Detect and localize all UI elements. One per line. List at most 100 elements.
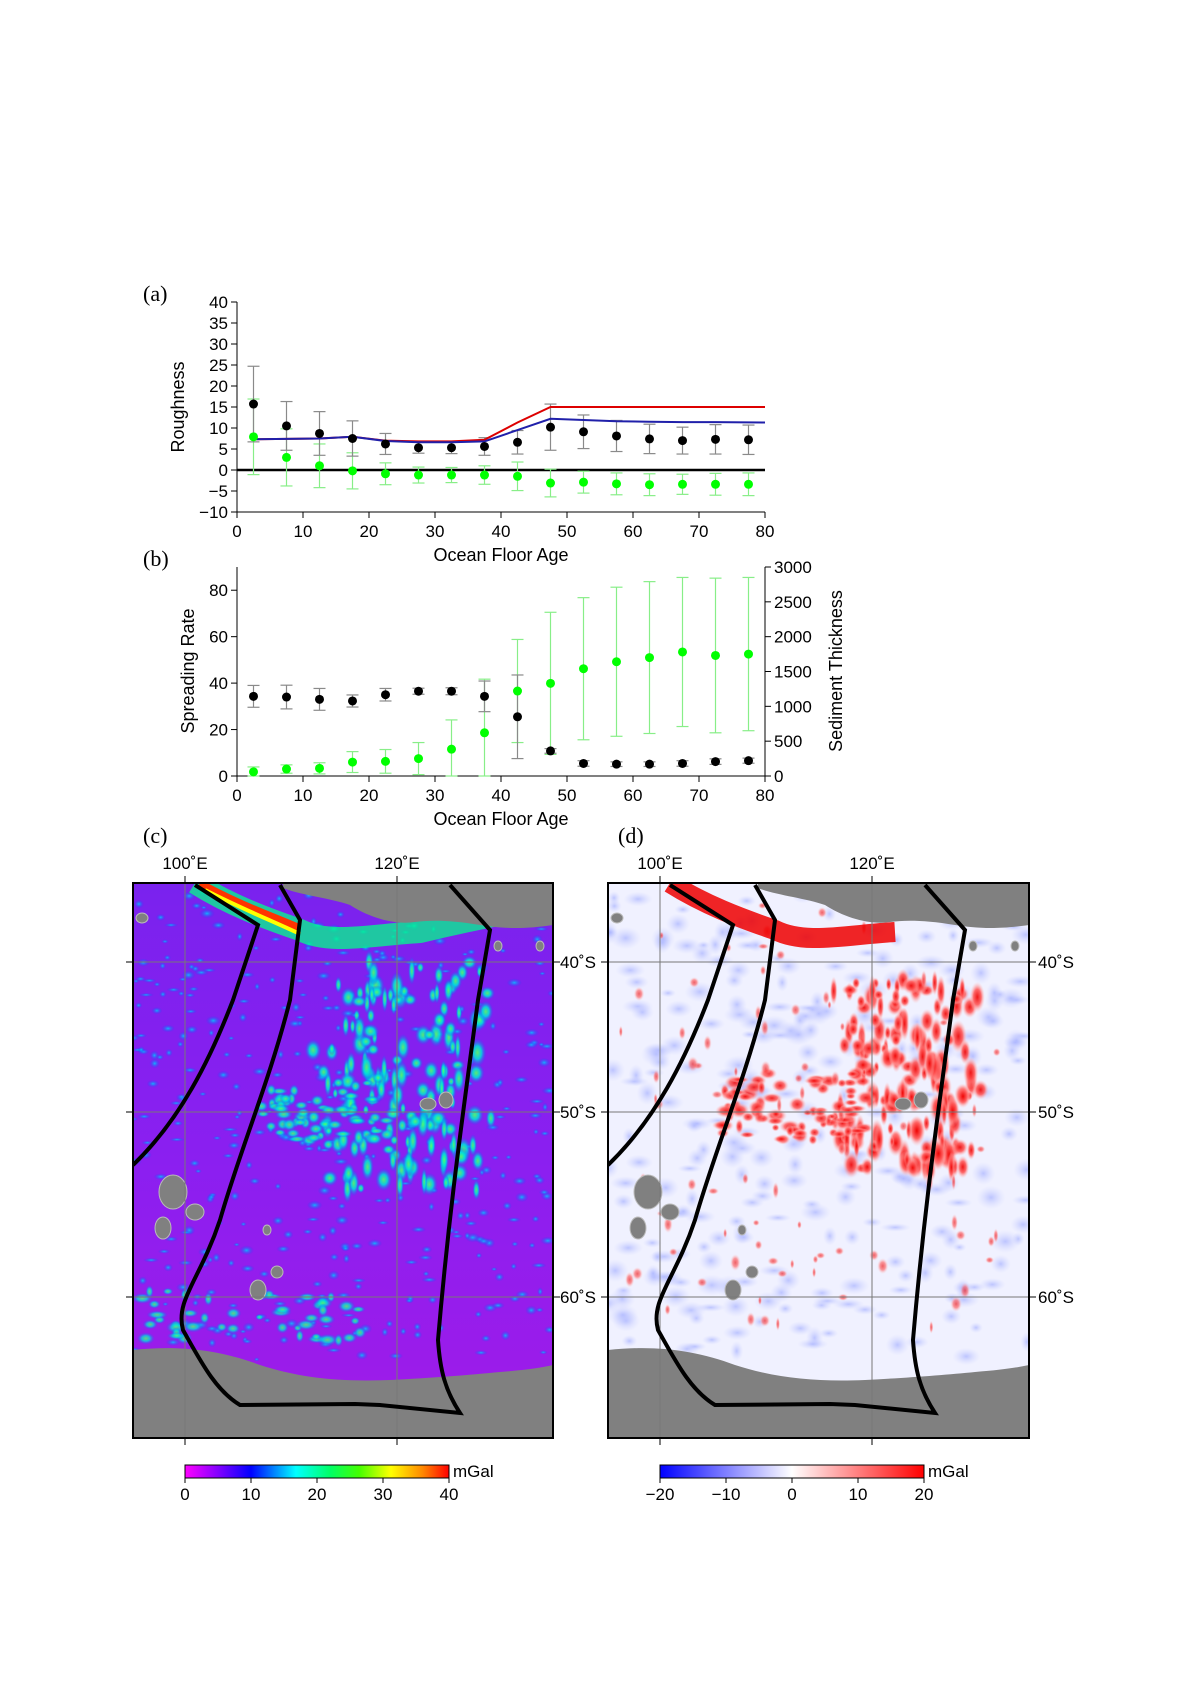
map-d-positive-anomaly: [835, 1247, 844, 1255]
map-d-positive-anomaly: [761, 1019, 769, 1036]
map-d-positive-anomaly: [844, 1086, 858, 1095]
spreading-y-tick-label: 80: [209, 581, 228, 600]
map-c-anomaly: [428, 1202, 435, 1211]
map-c-anomaly: [322, 995, 330, 1002]
map-d-positive-anomaly: [951, 1214, 958, 1231]
map-d-negative-anomaly: [623, 892, 652, 907]
map-d-positive-anomaly: [799, 1085, 805, 1100]
map-c-anomaly-strong: [317, 1064, 330, 1081]
map-c-anomaly-strong: [351, 1306, 365, 1313]
map-d-positive-anomaly: [767, 1257, 778, 1265]
map-d-positive-anomaly: [831, 1071, 840, 1087]
map-c-anomaly: [272, 1216, 284, 1225]
roughness-point-green: [348, 466, 357, 475]
map-c-anomaly: [507, 978, 522, 987]
map-d-positive-anomaly: [679, 1026, 686, 1040]
roughness-model-line-blue: [254, 419, 766, 443]
map-c-anomaly: [335, 1216, 349, 1225]
map-c-anomaly: [227, 1259, 235, 1267]
map-c-anomaly: [336, 950, 351, 955]
roughness-x-tick-label: 10: [294, 522, 313, 541]
map-c-anomaly: [374, 1198, 385, 1203]
map-d-negative-anomaly: [945, 1198, 973, 1208]
map-d-negative-anomaly: [600, 921, 618, 944]
map-c-anomaly: [377, 1221, 389, 1225]
map-d-negative-anomaly: [780, 1172, 807, 1189]
map-d-positive-anomaly: [946, 1095, 960, 1127]
colorbar-tick-label: 0: [787, 1485, 796, 1504]
spreading-point-black: [711, 757, 720, 766]
map-d-negative-anomaly: [930, 1224, 954, 1240]
roughness-y-tick-label: −5: [209, 482, 228, 501]
map-d-positive-anomaly: [619, 1026, 623, 1038]
map-c-anomaly: [245, 1161, 252, 1169]
map-d-positive-anomaly: [902, 977, 920, 994]
map-c-anomaly-strong: [335, 976, 342, 993]
map-c-anomaly-strong: [294, 1101, 308, 1110]
map-c-anomaly: [189, 1160, 200, 1167]
spreading-x-tick-label: 0: [232, 786, 241, 805]
map-c-colorbar-ticks: 0 10 20 30 40: [180, 1478, 458, 1504]
map-c-anomaly: [192, 1299, 199, 1307]
map-d-positive-anomaly: [988, 1236, 995, 1247]
roughness-x-tick-label: 40: [492, 522, 511, 541]
sediment-point-green: [612, 657, 621, 666]
roughness-point-black: [447, 443, 456, 452]
map-c-anomaly: [222, 1127, 238, 1131]
map-d-positive-anomaly: [921, 970, 927, 988]
map-c-anomaly: [184, 1009, 197, 1014]
roughness-x-tick-label: 60: [624, 522, 643, 541]
map-d-positive-anomaly: [687, 1178, 696, 1191]
map-d-positive-anomaly: [777, 1270, 787, 1278]
map-c-anomaly-strong: [375, 1168, 392, 1191]
map-c-anomaly: [343, 1254, 350, 1263]
sediment-point-green: [447, 745, 456, 754]
map-c-anomaly: [502, 1049, 510, 1054]
map-c-anomaly: [163, 1264, 173, 1272]
map-c-anomaly: [341, 1246, 350, 1252]
map-c-anomaly: [212, 1253, 220, 1262]
map-c-anomaly-strong: [328, 1042, 335, 1055]
map-c-anomaly: [312, 1281, 323, 1288]
map-d-negative-anomaly: [776, 973, 788, 991]
map-c-anomaly: [236, 932, 243, 941]
map-d-negative-anomaly: [607, 899, 622, 913]
map-c-anomaly: [514, 1076, 528, 1083]
map-c-anomaly: [207, 1194, 215, 1201]
map-d-negative-anomaly: [971, 1162, 995, 1185]
map-c-anomaly: [206, 1016, 221, 1026]
map-c-anomaly: [294, 1015, 306, 1019]
map-d-negative-anomaly: [641, 1042, 672, 1066]
map-c-anomaly: [501, 1331, 511, 1341]
map-c-anomaly-strong: [408, 957, 415, 985]
roughness-point-green: [744, 480, 753, 489]
roughness-y-tick-label: 10: [209, 419, 228, 438]
sediment-point-green: [546, 679, 555, 688]
map-c-anomaly: [167, 987, 181, 992]
map-c-anomaly: [400, 1328, 407, 1336]
roughness-x-axis-label: Ocean Floor Age: [433, 545, 568, 565]
map-d-negative-anomaly: [613, 1240, 643, 1256]
map-c-island: [494, 941, 502, 951]
map-d-negative-anomaly: [707, 1230, 731, 1247]
roughness-x-tick-label: 30: [426, 522, 445, 541]
roughness-point-green: [315, 461, 324, 470]
map-d-positive-anomaly: [993, 1048, 1001, 1057]
roughness-point-green: [249, 432, 258, 441]
map-c-anomaly: [279, 1336, 289, 1344]
map-c-anomaly-strong: [439, 1146, 449, 1174]
map-c-anomaly: [143, 1258, 159, 1263]
map-c-anomaly: [178, 1260, 193, 1266]
map-d-negative-anomaly: [886, 1334, 910, 1356]
map-d-positive-anomaly: [893, 1013, 903, 1034]
map-c-anomaly: [533, 1129, 539, 1135]
map-c-island: [186, 1204, 204, 1220]
map-d-positive-anomaly: [723, 1228, 727, 1238]
map-c-anomaly-strong: [293, 1119, 307, 1127]
map-d-negative-anomaly: [737, 896, 756, 907]
map-c-anomaly: [303, 1229, 313, 1234]
roughness-y-tick-label: 40: [209, 293, 228, 312]
spreading-point-black: [513, 712, 522, 721]
map-c-anomaly: [418, 1255, 433, 1261]
map-c-island: [536, 941, 544, 951]
